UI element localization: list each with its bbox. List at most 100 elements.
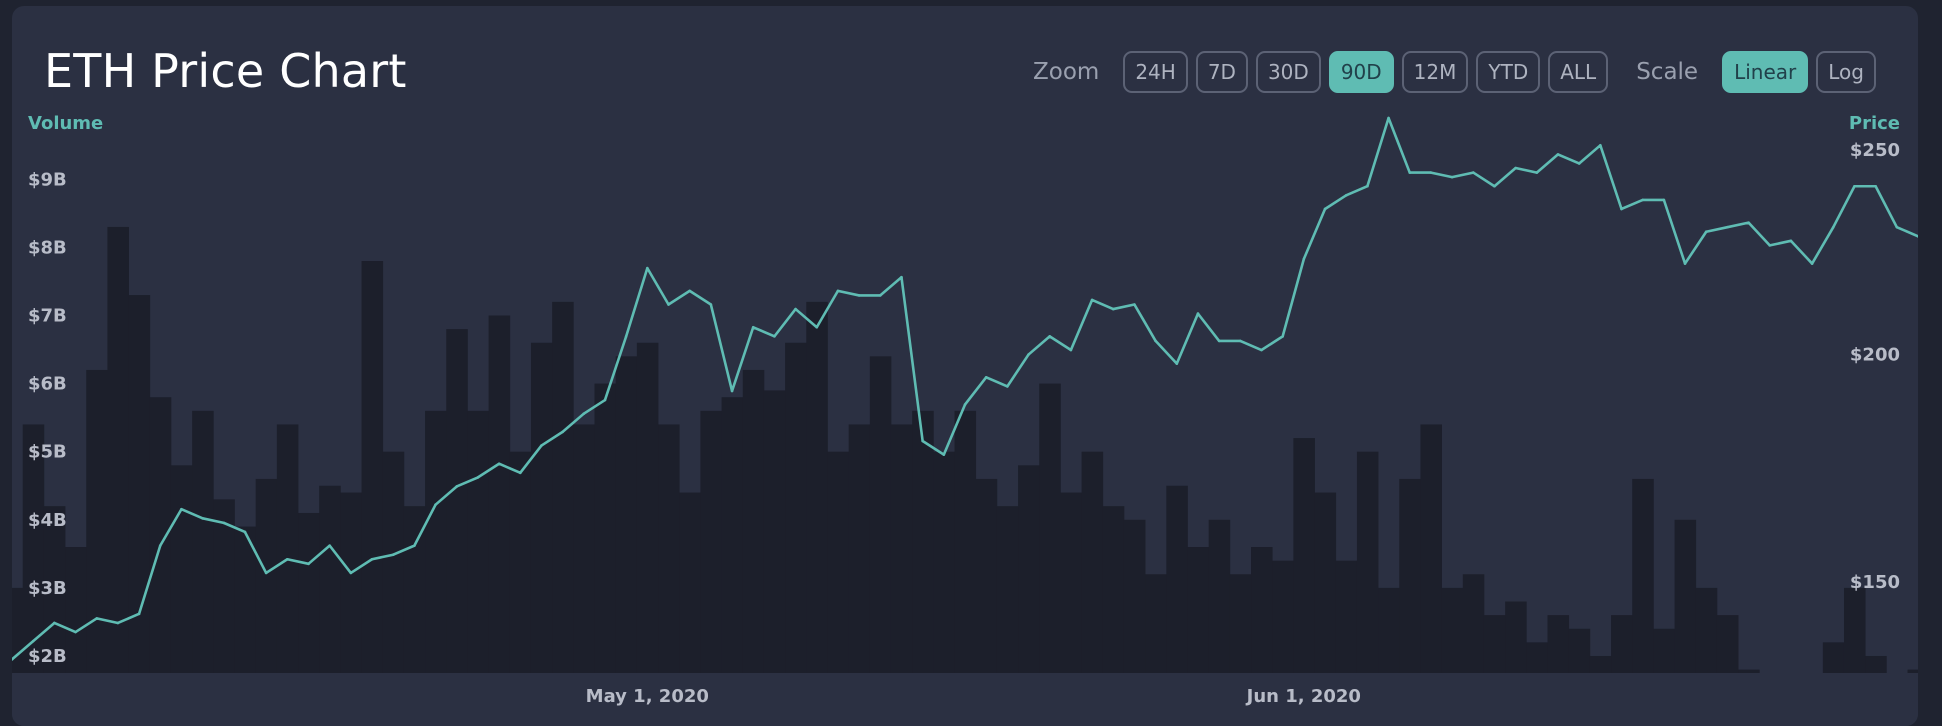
- volume-bar: [361, 261, 384, 673]
- price-point: [1747, 221, 1750, 224]
- price-point: [1366, 184, 1369, 188]
- volume-bar: [933, 451, 955, 673]
- volume-bar: [890, 424, 913, 673]
- price-point: [53, 621, 56, 625]
- volume-bar: [1611, 615, 1633, 673]
- volume-tick-label: $6B: [28, 374, 67, 395]
- price-point: [1281, 335, 1284, 338]
- volume-bar: [86, 369, 108, 673]
- price-point: [942, 453, 946, 456]
- price-point: [497, 462, 501, 466]
- price-point: [222, 521, 226, 525]
- volume-bar: [700, 410, 722, 673]
- volume-tick-label: $7B: [28, 306, 67, 327]
- price-point: [624, 335, 628, 338]
- price-point: [688, 289, 691, 293]
- volume-tick-label: $5B: [28, 442, 67, 463]
- zoom-24h-button[interactable]: 24H: [1123, 51, 1188, 93]
- volume-bar: [1695, 587, 1718, 673]
- scale-linear-button[interactable]: Linear: [1722, 51, 1809, 93]
- volume-bar: [1822, 642, 1845, 673]
- scale-log-button[interactable]: Log: [1816, 51, 1876, 93]
- chart-panel: Volume $2B $3B $4B $5B $6B $7B $8B $9B Price $1…: [12, 6, 1918, 726]
- zoom-button-group: 24H 7D 30D 90D 12M YTD ALL: [1123, 51, 1616, 93]
- zoom-90d-button[interactable]: 90D: [1328, 51, 1394, 93]
- volume-bar: [636, 342, 659, 673]
- price-point: [900, 275, 903, 279]
- zoom-30d-button[interactable]: 30D: [1255, 51, 1321, 93]
- price-point: [1556, 153, 1560, 156]
- volume-bar: [149, 397, 172, 673]
- price-point: [264, 571, 268, 575]
- volume-bar: [530, 342, 553, 673]
- volume-bar: [128, 295, 151, 673]
- volume-bar: [975, 478, 998, 673]
- volume-bar: [1738, 669, 1760, 673]
- price-point: [1239, 339, 1242, 343]
- price-point: [328, 544, 331, 547]
- price-point: [1069, 348, 1073, 352]
- volume-tick-label: $9B: [28, 169, 67, 190]
- volume-bar: [679, 492, 701, 673]
- price-point: [137, 612, 141, 616]
- date-axis: May 1, 2020 Jun 1, 2020: [586, 686, 1361, 707]
- price-point: [413, 544, 416, 547]
- price-point: [582, 412, 586, 416]
- price-point: [1408, 171, 1412, 174]
- price-tick-label: $200: [1850, 345, 1900, 366]
- volume-bar: [552, 301, 574, 673]
- price-point: [1853, 184, 1856, 188]
- volume-bar: [1166, 485, 1188, 673]
- volume-bar: [869, 356, 892, 673]
- volume-bar: [255, 478, 278, 673]
- price-point: [180, 507, 183, 511]
- volume-bar: [1081, 451, 1104, 673]
- price-point: [878, 294, 882, 297]
- volume-bar: [1251, 547, 1273, 673]
- volume-bar: [446, 329, 468, 673]
- price-point: [201, 517, 204, 520]
- volume-bar: [509, 451, 532, 673]
- price-point: [1768, 244, 1772, 247]
- volume-bar: [1356, 451, 1379, 673]
- zoom-ytd-button[interactable]: YTD: [1476, 51, 1541, 93]
- volume-bar: [425, 410, 447, 673]
- price-point: [286, 557, 289, 561]
- volume-bar: [763, 390, 786, 673]
- volume-bar: [65, 547, 87, 673]
- volume-bar: [1039, 383, 1061, 673]
- x-axis-band: [12, 673, 1918, 726]
- volume-bar: [43, 506, 66, 673]
- volume-bar: [1716, 615, 1739, 673]
- price-point: [1471, 171, 1475, 174]
- price-point: [1683, 262, 1687, 265]
- date-tick-label: Jun 1, 2020: [1245, 686, 1361, 707]
- scale-button-group: Linear Log: [1722, 51, 1884, 93]
- date-tick-label: May 1, 2020: [586, 686, 709, 707]
- volume-bar: [107, 226, 129, 673]
- volume-bar: [806, 301, 828, 673]
- price-point: [1641, 198, 1644, 202]
- price-point: [751, 325, 755, 329]
- price-point: [1874, 184, 1877, 188]
- zoom-12m-button[interactable]: 12M: [1401, 51, 1469, 93]
- price-point: [794, 307, 797, 311]
- price-point: [730, 389, 734, 393]
- price-point: [1726, 225, 1729, 229]
- volume-bar: [1229, 574, 1252, 673]
- zoom-all-button[interactable]: ALL: [1548, 51, 1609, 93]
- volume-bar: [742, 369, 765, 673]
- volume-bar: [1335, 560, 1358, 673]
- volume-bar: [1420, 424, 1442, 673]
- chart-controls: Zoom 24H 7D 30D 90D 12M YTD ALL Scale Linear Lo…: [1033, 50, 1884, 94]
- price-point: [95, 617, 99, 620]
- price-point: [857, 294, 861, 297]
- price-point: [646, 266, 649, 270]
- volume-bar: [1123, 519, 1146, 673]
- price-point: [1344, 194, 1348, 197]
- zoom-7d-button[interactable]: 7D: [1195, 51, 1248, 93]
- volume-bar: [1526, 642, 1548, 673]
- price-point: [243, 530, 247, 534]
- volume-bar: [192, 410, 214, 673]
- price-point: [1027, 353, 1030, 356]
